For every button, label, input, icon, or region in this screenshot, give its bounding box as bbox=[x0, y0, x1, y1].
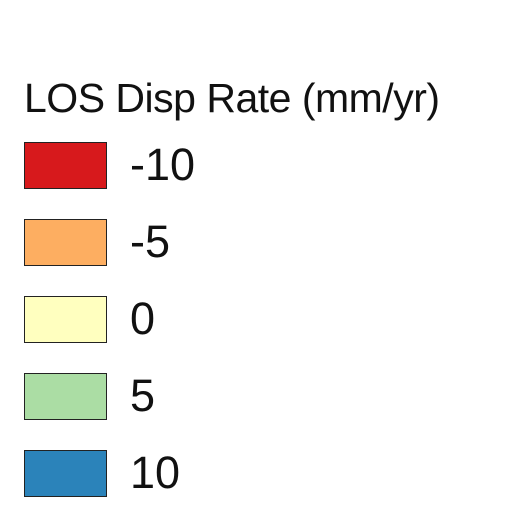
legend-item-label: 5 bbox=[130, 370, 156, 421]
legend-swatch bbox=[24, 450, 107, 497]
legend-item-label: 0 bbox=[130, 293, 156, 344]
legend-swatch bbox=[24, 296, 107, 343]
legend-title: LOS Disp Rate (mm/yr) bbox=[24, 75, 440, 121]
legend-item-label: -5 bbox=[130, 216, 171, 267]
legend-item: -10 bbox=[24, 139, 504, 190]
legend-item: 10 bbox=[24, 447, 504, 498]
legend-item: -5 bbox=[24, 216, 504, 267]
legend-items: -10 -5 0 5 10 bbox=[24, 139, 504, 527]
legend-item-label: -10 bbox=[130, 139, 196, 190]
legend-swatch bbox=[24, 219, 107, 266]
legend-item: 0 bbox=[24, 293, 504, 344]
legend-item: 5 bbox=[24, 370, 504, 421]
legend-swatch bbox=[24, 142, 107, 189]
legend-item-label: 10 bbox=[130, 447, 181, 498]
legend-swatch bbox=[24, 373, 107, 420]
